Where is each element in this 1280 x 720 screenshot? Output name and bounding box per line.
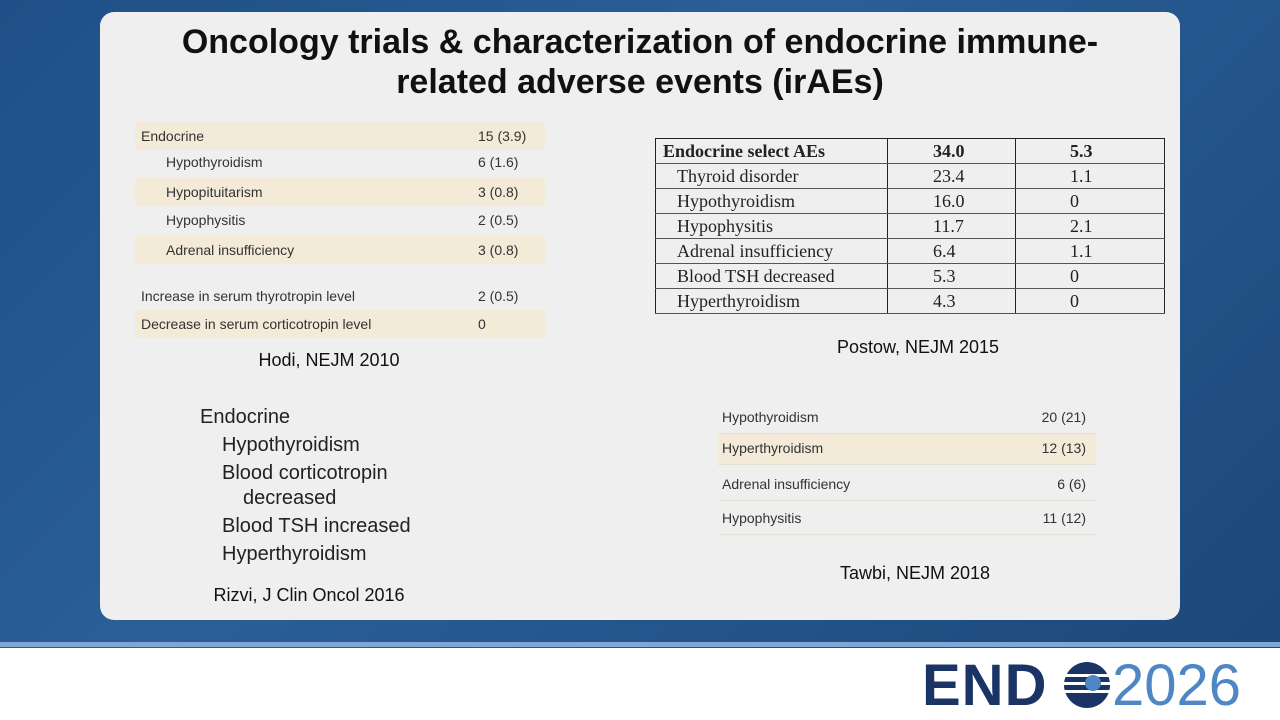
row-label: Adrenal insufficiency <box>722 476 851 492</box>
row-label: Adrenal insufficiency <box>166 242 295 258</box>
row-value: 6 (6) <box>1057 476 1086 492</box>
row-value: 12 (13) <box>1041 440 1086 456</box>
row-value: 0 <box>478 316 486 332</box>
table-row: Thyroid disorder 23.4 1.1 <box>655 164 1165 189</box>
postow-table: Endocrine select AEs 34.0 5.3 Thyroid disor… <box>655 138 1165 314</box>
caption: Tawbi, NEJM 2018 <box>839 563 991 583</box>
table-cell: 0 <box>1070 291 1079 311</box>
list-item: Endocrine <box>200 406 291 428</box>
table-cell: 1.1 <box>1070 166 1093 186</box>
row-label: Endocrine <box>141 128 205 144</box>
logo-text: END <box>922 653 1048 718</box>
logo-year: 2026 <box>1112 653 1242 718</box>
row-label: Hypothyroidism <box>166 154 263 170</box>
row-value: 3 (0.8) <box>478 242 519 258</box>
row-label: Increase in serum thyrotropin level <box>141 288 355 304</box>
row-value: 6 (1.6) <box>478 154 519 170</box>
table-cell: 34.0 <box>933 141 965 161</box>
row-value: 20 (21) <box>1041 409 1086 425</box>
table-cell: Hypophysitis <box>677 216 774 236</box>
row-label: Hypophysitis <box>166 212 246 228</box>
table-cell: Thyroid disorder <box>677 166 799 186</box>
table-row: Hypophysitis 2 (0.5) <box>135 206 545 234</box>
table-cell: 11.7 <box>933 216 964 236</box>
table-cell: 0 <box>1070 191 1079 211</box>
rizvi-list: Endocrine Hypothyroidism Blood corticotrop… <box>200 405 443 570</box>
table-cell: Adrenal insufficiency <box>677 241 834 261</box>
table-cell: 16.0 <box>933 191 965 211</box>
caption: Hodi, NEJM 2010 <box>258 350 400 370</box>
table-cell: 0 <box>1070 266 1079 286</box>
row-value: 11 (12) <box>1042 510 1086 526</box>
footer-line <box>0 642 1280 647</box>
table-row: Hypophysitis 11 (12) <box>718 504 1096 535</box>
table-row: Decrease in serum corticotropin level 0 <box>135 310 545 338</box>
row-label: Hypothyroidism <box>722 409 819 425</box>
table-rule <box>1164 139 1165 314</box>
table-row: Hypothyroidism 16.0 0 <box>655 189 1165 214</box>
table-row: Hypothyroidism 20 (21) <box>718 403 1096 434</box>
logo-globe <box>1062 662 1112 708</box>
table-cell: 5.3 <box>1070 141 1093 161</box>
table-cell: 4.3 <box>933 291 956 311</box>
row-label: Hyperthyroidism <box>722 440 824 456</box>
table-row: Adrenal insufficiency 3 (0.8) <box>135 236 545 264</box>
list-item: Hyperthyroidism <box>222 543 367 565</box>
table-cell: 23.4 <box>933 166 965 186</box>
table-cell: Endocrine select AEs <box>663 141 825 161</box>
list-item: Hypothyroidism <box>222 434 360 456</box>
table-row: Hypothyroidism 6 (1.6) <box>135 148 545 176</box>
row-value: 2 (0.5) <box>478 212 519 228</box>
table-rule <box>655 139 656 314</box>
table-cell: Blood TSH decreased <box>677 266 835 286</box>
row-value: 15 (3.9) <box>478 128 527 144</box>
row-label: Decrease in serum corticotropin level <box>141 316 372 332</box>
row-label: Hypophysitis <box>722 510 802 526</box>
table-row: Hyperthyroidism 4.3 0 <box>655 289 1165 314</box>
table-rule <box>1015 139 1016 314</box>
table-row: Endocrine 15 (3.9) <box>135 122 545 150</box>
row-label: Hypopituitarism <box>166 184 263 200</box>
list-item: Blood corticotropin decreased <box>222 462 388 509</box>
table-cell: Hypothyroidism <box>677 191 796 211</box>
list-item: Blood TSH increased <box>222 515 411 537</box>
caption: Rizvi, J Clin Oncol 2016 <box>213 585 405 605</box>
slide-title: Oncology trials & characterization of en… <box>181 23 1099 101</box>
caption: Postow, NEJM 2015 <box>836 337 1000 357</box>
table-row: Hypophysitis 11.7 2.1 <box>655 214 1165 239</box>
row-value: 2 (0.5) <box>478 288 519 304</box>
table-row: Hyperthyroidism 12 (13) <box>718 434 1096 465</box>
table-row: Increase in serum thyrotropin level 2 (0.… <box>135 282 545 310</box>
table-cell: 2.1 <box>1070 216 1093 236</box>
table-cell: 1.1 <box>1070 241 1093 261</box>
table-cell: Hyperthyroidism <box>677 291 800 311</box>
table-rule <box>887 139 888 314</box>
table-cell: 6.4 <box>933 241 956 261</box>
table-row: Hypopituitarism 3 (0.8) <box>135 178 545 206</box>
table-cell: 5.3 <box>933 266 956 286</box>
table-row: Adrenal insufficiency 6 (6) <box>718 470 1096 501</box>
table-row: Endocrine select AEs 34.0 5.3 <box>655 139 1165 164</box>
table-row: Blood TSH decreased 5.3 0 <box>655 264 1165 289</box>
row-value: 3 (0.8) <box>478 184 519 200</box>
table-row: Adrenal insufficiency 6.4 1.1 <box>655 239 1165 264</box>
